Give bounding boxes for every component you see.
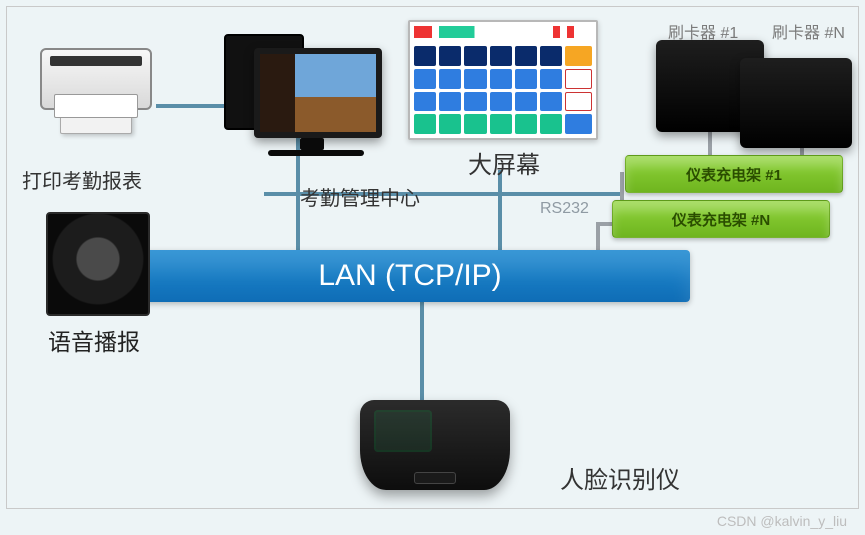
- big-screen-cell: [414, 114, 436, 134]
- monitor-base: [268, 150, 364, 156]
- big-screen-cell: [540, 92, 562, 112]
- big-screen-cell: [464, 46, 486, 66]
- charging-rack-1-label: 仪表充电架 #1: [686, 164, 782, 185]
- monitor-front: [254, 48, 382, 138]
- big-screen-side-cell: [565, 92, 592, 112]
- connector-face-v: [420, 302, 424, 402]
- big-screen-cell: [439, 114, 461, 134]
- big-screen-cell: [515, 114, 537, 134]
- connector-racks-down: [596, 222, 600, 252]
- face-recognition-device: [360, 400, 510, 490]
- lan-bus: LAN (TCP/IP): [130, 250, 690, 302]
- speaker-device: [46, 212, 150, 316]
- big-screen-cell: [439, 92, 461, 112]
- big-screen-cell: [540, 46, 562, 66]
- connector-reader1-v: [708, 132, 712, 156]
- big-screen-side-cell: [565, 46, 592, 66]
- big-screen-cell: [490, 92, 512, 112]
- big-screen-cell: [414, 46, 436, 66]
- charging-rack-n: 仪表充电架 #N: [612, 200, 830, 238]
- big-screen-cell: [464, 114, 486, 134]
- printer-label: 打印考勤报表: [22, 165, 142, 194]
- card-reader-n-label: 刷卡器 #N: [772, 19, 845, 43]
- big-screen-cell: [515, 46, 537, 66]
- monitor-stand: [300, 138, 324, 150]
- big-screen-cell: [490, 114, 512, 134]
- big-screen-cell: [490, 46, 512, 66]
- monitor-screen: [260, 54, 376, 132]
- big-screen-grid: [414, 46, 592, 134]
- big-screen-label: 大屏幕: [468, 145, 540, 180]
- big-screen-cell: [414, 92, 436, 112]
- big-screen-cell: [540, 69, 562, 89]
- charging-rack-n-label: 仪表充电架 #N: [672, 209, 770, 230]
- watermark: CSDN @kalvin_y_liu: [717, 513, 847, 529]
- printer-device: [40, 48, 152, 110]
- lan-bus-label: LAN (TCP/IP): [318, 259, 501, 293]
- card-reader-n: [740, 58, 852, 148]
- printer-paper: [60, 110, 132, 134]
- big-screen-side-cell: [565, 114, 592, 134]
- big-screen-cell: [439, 69, 461, 89]
- big-screen-cell: [414, 69, 436, 89]
- attendance-center-label: 考勤管理中心: [300, 182, 420, 211]
- big-screen-cell: [490, 69, 512, 89]
- big-screen-cell: [439, 46, 461, 66]
- big-screen-header: [414, 26, 592, 38]
- rs232-label: RS232: [540, 200, 589, 218]
- connector-bigscreen-v: [498, 170, 502, 250]
- big-screen-cell: [464, 92, 486, 112]
- speaker-label: 语音播报: [48, 323, 140, 357]
- big-screen-cell: [540, 114, 562, 134]
- big-screen-device: [408, 20, 598, 140]
- big-screen-cell: [515, 69, 537, 89]
- face-recognition-label: 人脸识别仪: [560, 460, 680, 495]
- big-screen-side-cell: [565, 69, 592, 89]
- big-screen-cell: [464, 69, 486, 89]
- charging-rack-1: 仪表充电架 #1: [625, 155, 843, 193]
- big-screen-cell: [515, 92, 537, 112]
